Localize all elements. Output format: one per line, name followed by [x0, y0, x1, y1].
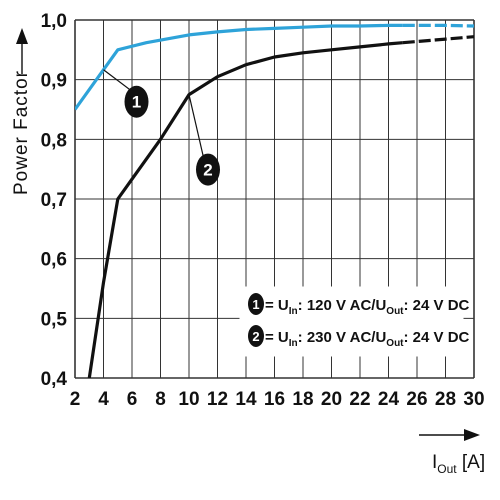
y-tick-label: 0,8: [41, 130, 67, 151]
x-tick-label: 16: [264, 389, 285, 410]
x-tick-label: 20: [321, 389, 342, 410]
marker-leader-line: [188, 94, 205, 160]
marker-badge-2: [196, 153, 220, 186]
y-tick-label: 0,4: [41, 369, 68, 390]
x-axis-title: IOut [A]: [432, 452, 485, 476]
y-axis-ticks: 0,4 0,5 0,6 0,7 0,8 0,9 1,0: [41, 11, 68, 390]
x-tick-label: 18: [292, 389, 313, 410]
series-2-line: [87, 41, 403, 378]
legend-box: [239, 286, 464, 357]
x-tick-label: 10: [178, 389, 199, 410]
legend-badge-1: [248, 293, 264, 315]
y-tick-label: 0,9: [41, 71, 67, 92]
marker-badge-label: 1: [132, 93, 141, 112]
legend-badge-label: 2: [252, 329, 259, 344]
x-tick-label: 2: [70, 389, 81, 410]
y-tick-label: 0,7: [41, 190, 67, 211]
legend-badge-2: [248, 325, 264, 347]
chart-series: [75, 23, 474, 378]
y-axis-title: Power Factor: [11, 70, 32, 195]
x-tick-label: 4: [98, 389, 109, 410]
x-tick-label: 12: [207, 389, 228, 410]
chart-legend: 1 = UIn: 120 V AC/UOut: 24 V DC 2 = UIn: 23…: [239, 286, 470, 357]
series-1-line: [75, 23, 403, 111]
x-tick-label: 14: [235, 389, 257, 410]
x-tick-label: 26: [406, 389, 427, 410]
marker-leader-line: [103, 69, 133, 93]
marker-badge-1: [124, 85, 149, 118]
x-tick-label: 8: [155, 389, 166, 410]
y-tick-label: 0,6: [41, 250, 67, 271]
y-axis-arrow-icon: [16, 28, 28, 74]
x-tick-label: 22: [349, 389, 370, 410]
x-tick-label: 28: [435, 389, 456, 410]
legend-entry-1: = UIn: 120 V AC/UOut: 24 V DC: [265, 297, 470, 317]
series-2-dashed-line: [402, 35, 474, 45]
x-tick-label: 30: [463, 389, 484, 410]
y-tick-label: 1,0: [41, 11, 67, 32]
marker-badge-label: 2: [203, 161, 212, 180]
x-tick-label: 6: [127, 389, 138, 410]
legend-badge-label: 1: [252, 297, 259, 312]
x-tick-label: 24: [378, 389, 400, 410]
series-1-dashed-line: [402, 23, 474, 28]
x-axis-ticks: 2 4 6 8 10 12 14 16 18 20 22 24 26 28 30: [70, 389, 485, 410]
y-tick-label: 0,5: [41, 309, 68, 330]
legend-entry-2: = UIn: 230 V AC/UOut: 24 V DC: [265, 329, 470, 349]
marker-leaders: 12: [103, 69, 220, 186]
x-axis-arrow-icon: [419, 429, 480, 441]
